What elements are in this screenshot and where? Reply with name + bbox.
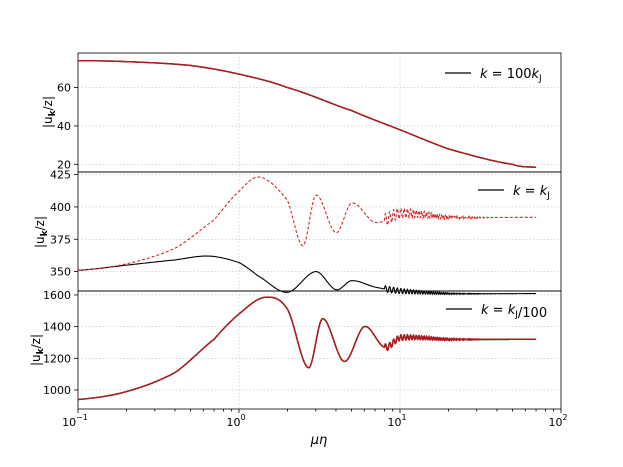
- panel-bottom-lines: [77, 296, 537, 401]
- y-tick-label: 350: [50, 266, 71, 279]
- panel-bottom-legend: k = kJ/100: [446, 303, 547, 321]
- x-tick-label: 102: [548, 413, 567, 429]
- series-line-dashed: [77, 59, 537, 168]
- panel-bottom-yticks: 1000 1200 1400 1600: [43, 289, 78, 397]
- x-axis-ticks: 10−1 100 101 102: [62, 409, 568, 429]
- y-tick-label: 60: [57, 82, 71, 95]
- series-line-solid: [77, 255, 537, 296]
- y-tick-label: 20: [57, 158, 71, 171]
- panel-bottom-frame: [77, 290, 562, 410]
- x-tick-label: 101: [387, 413, 406, 429]
- panel-middle-legend: k = kJ: [478, 184, 550, 201]
- panel-bottom-ylabel: |uk/z|: [29, 334, 46, 366]
- panel-middle-yticks: 350 375 400 425: [50, 169, 78, 279]
- y-tick-label: 1600: [43, 289, 71, 302]
- y-tick-label: 400: [50, 201, 71, 214]
- y-tick-label: 40: [57, 120, 71, 133]
- panel-top-lines: [77, 59, 537, 168]
- series-line-solid: [77, 296, 537, 401]
- y-tick-label: 375: [50, 233, 71, 246]
- panel-top-legend-label: k = 100kJ: [480, 67, 542, 84]
- panel-middle: 350 375 400 425 |uk/z| k = kJ: [33, 169, 562, 296]
- panel-middle-legend-label: k = kJ: [513, 184, 550, 201]
- y-tick-label: 425: [50, 169, 71, 182]
- y-tick-label: 1000: [43, 384, 71, 397]
- x-tick-label: 100: [226, 413, 245, 429]
- panel-top: 20 40 60 |uk/z| k = 100kJ: [41, 52, 562, 173]
- panel-bottom-legend-label: k = kJ/100: [481, 303, 547, 321]
- panel-middle-grid: [78, 172, 561, 291]
- x-axis-label: μη: [310, 433, 328, 448]
- panel-top-ylabel: |uk/z|: [41, 96, 58, 128]
- panel-middle-lines: [77, 176, 537, 296]
- panel-top-yticks: 20 40 60: [57, 82, 78, 171]
- series-line-dashed: [77, 296, 537, 401]
- series-line-dashed: [77, 176, 537, 271]
- panel-top-grid: [78, 53, 561, 172]
- y-tick-label: 1400: [43, 321, 71, 334]
- x-tick-label: 10−1: [62, 413, 88, 429]
- panel-middle-ylabel: |uk/z|: [33, 216, 50, 248]
- series-line-solid: [77, 59, 537, 168]
- panel-top-legend: k = 100kJ: [445, 67, 542, 84]
- panel-bottom: 1000 1200 1400 1600 |uk/z| k = kJ/100: [29, 289, 562, 410]
- y-tick-label: 1200: [43, 352, 71, 365]
